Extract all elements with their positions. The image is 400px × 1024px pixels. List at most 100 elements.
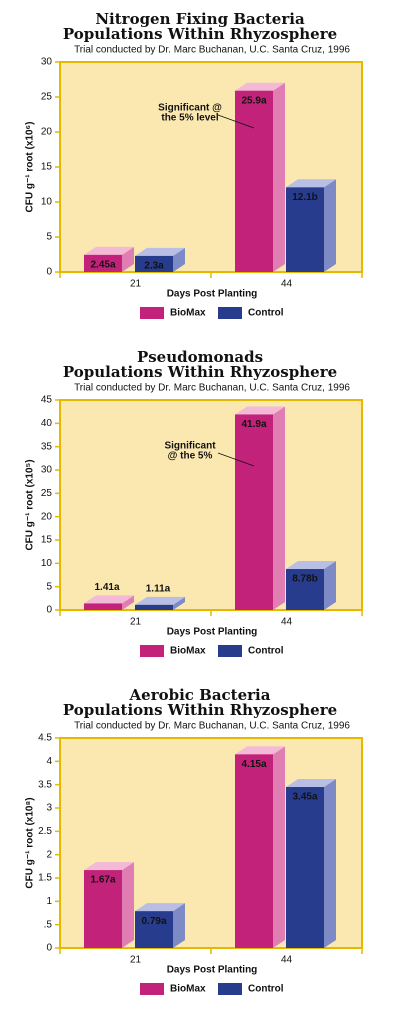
chart-title: Populations Within Rhyzosphere — [63, 25, 337, 43]
y-tick-label: 30 — [41, 465, 53, 476]
y-tick-label: .5 — [44, 919, 53, 930]
annotation-line — [217, 114, 255, 129]
bar-side — [273, 82, 285, 272]
y-tick-label: 15 — [41, 162, 53, 173]
bar-side — [122, 246, 134, 272]
legend-label: BioMax — [170, 646, 206, 657]
bar — [84, 870, 122, 948]
bar-top — [235, 82, 285, 91]
bar-top — [84, 246, 134, 255]
bar-side — [122, 862, 134, 948]
y-tick-label: 5 — [46, 581, 52, 592]
bar — [286, 787, 324, 948]
y-axis-label: CFU g⁻¹ root (x10⁶) — [25, 122, 36, 213]
y-tick-label: 20 — [41, 511, 53, 522]
y-tick-label: 1 — [46, 896, 52, 907]
value-label: 1.11a — [146, 583, 171, 594]
bar-side — [324, 179, 336, 272]
annotation: Significant @ — [158, 103, 222, 114]
legend-label: BioMax — [170, 308, 206, 319]
chart-title: Pseudomonads — [137, 348, 263, 366]
value-label: 25.9a — [241, 95, 266, 106]
value-label: 1.67a — [90, 875, 115, 886]
bar — [286, 187, 324, 272]
y-tick-label: 4.5 — [38, 733, 52, 744]
value-label: 1.41a — [94, 582, 119, 593]
y-tick-label: 35 — [41, 441, 53, 452]
x-tick-label: 21 — [130, 279, 142, 290]
bar — [235, 90, 273, 272]
legend-label: Control — [248, 646, 284, 657]
bar-side — [324, 561, 336, 610]
y-tick-label: 3.5 — [38, 779, 52, 790]
bar-top — [84, 595, 134, 604]
chart-title: Nitrogen Fixing Bacteria — [95, 10, 305, 28]
x-axis-label: Days Post Planting — [167, 289, 258, 300]
y-tick-label: 5 — [46, 232, 52, 243]
value-label: 8.78b — [292, 574, 318, 585]
bar-side — [273, 746, 285, 948]
legend-label: Control — [248, 984, 284, 995]
value-label: 3.45a — [292, 792, 317, 803]
legend-swatch — [140, 645, 164, 657]
x-tick-label: 44 — [281, 955, 293, 966]
bar — [286, 569, 324, 610]
y-tick-label: 45 — [41, 395, 53, 406]
bar-top — [286, 779, 336, 787]
bar-side — [173, 903, 185, 948]
y-tick-label: 2.5 — [38, 826, 52, 837]
y-tick-label: 2 — [46, 849, 52, 860]
bar — [84, 603, 122, 610]
y-tick-label: 10 — [41, 197, 53, 208]
y-tick-label: 25 — [41, 488, 53, 499]
annotation: the 5% level — [161, 113, 218, 124]
legend-swatch — [218, 983, 242, 995]
x-axis-label: Days Post Planting — [167, 965, 258, 976]
y-axis-label: CFU g⁻¹ root (x10⁵) — [25, 459, 36, 550]
legend-swatch — [140, 307, 164, 319]
value-label: 0.79a — [141, 916, 166, 927]
x-axis-label: Days Post Planting — [167, 627, 258, 638]
chart-subtitle: Trial conducted by Dr. Marc Buchanan, U.… — [74, 721, 350, 732]
chart-title: Populations Within Rhyzosphere — [63, 363, 337, 381]
y-axis-label: CFU g⁻¹ root (x10⁸) — [25, 797, 36, 888]
y-tick-label: 25 — [41, 92, 53, 103]
y-tick-label: 30 — [41, 57, 53, 68]
value-label: 12.1b — [292, 192, 318, 203]
x-tick-label: 21 — [130, 955, 142, 966]
bar — [84, 254, 122, 272]
value-label: 2.45a — [90, 259, 115, 270]
chart-subtitle: Trial conducted by Dr. Marc Buchanan, U.… — [74, 45, 350, 56]
bar — [135, 911, 173, 948]
bar-side — [173, 247, 185, 272]
y-tick-label: 10 — [41, 558, 53, 569]
legend-swatch — [218, 307, 242, 319]
bar — [135, 255, 173, 272]
bar-top — [135, 596, 185, 605]
bar — [135, 604, 173, 610]
value-label: 4.15a — [241, 759, 266, 770]
y-tick-label: 20 — [41, 127, 53, 138]
x-tick-label: 44 — [281, 279, 293, 290]
legend-label: BioMax — [170, 984, 206, 995]
annotation-line — [217, 452, 255, 467]
bar-top — [235, 406, 285, 415]
y-tick-label: 4 — [46, 756, 52, 767]
y-tick-label: 1.5 — [38, 873, 52, 884]
bar-side — [122, 595, 134, 610]
annotation: Significant — [164, 441, 216, 452]
bar-top — [286, 179, 336, 188]
bar-top — [84, 862, 134, 871]
legend-swatch — [140, 983, 164, 995]
bar-side — [273, 406, 285, 610]
legend-swatch — [218, 645, 242, 657]
chart-title: Aerobic Bacteria — [129, 686, 271, 704]
x-tick-label: 44 — [281, 617, 293, 628]
chart-subtitle: Trial conducted by Dr. Marc Buchanan, U.… — [74, 383, 350, 394]
y-tick-label: 3 — [46, 803, 52, 814]
bar — [235, 754, 273, 948]
